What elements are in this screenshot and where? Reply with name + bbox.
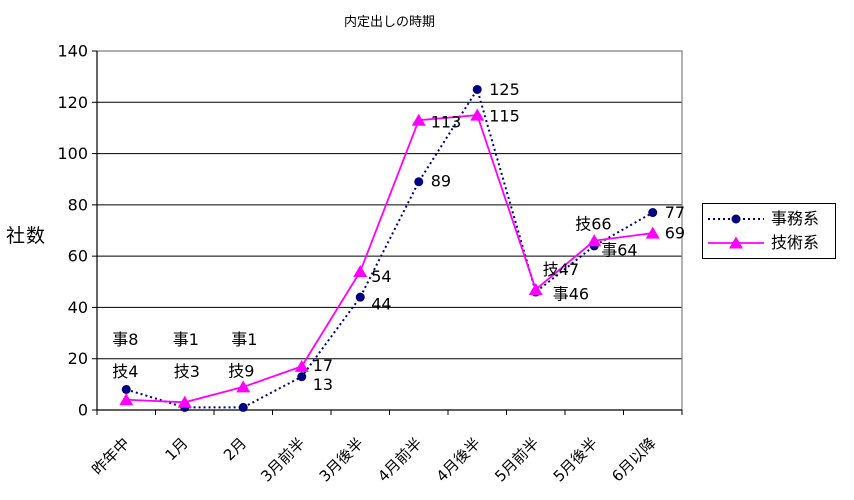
- point-label: 技66: [575, 214, 611, 233]
- point-label: 事46: [553, 285, 589, 304]
- x-tick-label: 3月後半: [316, 434, 367, 485]
- data-point-circle: [472, 84, 482, 94]
- point-label: 技9: [228, 361, 254, 380]
- series-line: [126, 114, 653, 404]
- y-tick-label: 40: [68, 298, 88, 317]
- y-axis-label: 社数: [6, 225, 47, 247]
- legend-item-jimukei: 事務系: [706, 209, 835, 229]
- x-tick-label: 3月前半: [257, 434, 308, 485]
- data-point-circle: [355, 292, 365, 302]
- point-label: 69: [665, 224, 685, 243]
- point-label: 54: [371, 267, 391, 286]
- point-label: 44: [371, 295, 391, 314]
- legend-label-jimukei: 事務系: [771, 208, 820, 228]
- legend-item-gijutsukei: 技術系: [706, 233, 835, 253]
- data-point-triangle: [177, 395, 192, 408]
- data-point-triangle: [119, 393, 134, 406]
- y-tick-label: 0: [78, 401, 88, 420]
- point-label: 技47: [543, 260, 579, 279]
- point-label: 事64: [601, 240, 637, 259]
- x-tick-label: 5月前半: [491, 434, 542, 485]
- data-point-triangle: [729, 236, 743, 249]
- data-point-circle: [238, 402, 248, 412]
- data-point-triangle: [294, 359, 309, 372]
- x-tick-label: 4月前半: [374, 434, 425, 485]
- x-tick-label: 2月: [220, 434, 250, 464]
- point-label: 技4: [112, 362, 138, 381]
- point-label: 技3: [174, 362, 200, 381]
- series-事務系: [121, 84, 658, 412]
- point-label: 13: [313, 375, 333, 394]
- data-point-triangle: [470, 108, 485, 121]
- data-point-triangle: [411, 113, 426, 126]
- data-point-circle: [648, 208, 658, 218]
- data-point-triangle: [528, 282, 543, 295]
- point-label: 17: [313, 356, 333, 375]
- data-point-triangle: [353, 265, 368, 278]
- point-label: 事1: [173, 330, 199, 349]
- x-tick-label: 6月以降: [608, 434, 659, 485]
- data-point-triangle: [236, 380, 251, 393]
- x-tick-label: 1月: [161, 434, 191, 464]
- point-label: 89: [431, 171, 451, 190]
- legend: 事務系 技術系: [702, 203, 836, 259]
- plot-border: [97, 50, 683, 410]
- x-tick-label: 昨年中: [89, 434, 134, 479]
- x-tick-label: 5月後半: [550, 434, 601, 485]
- point-label: 事8: [112, 330, 138, 349]
- series-技術系: [119, 108, 660, 408]
- y-tick-label: 140: [57, 42, 88, 61]
- data-point-circle: [414, 177, 424, 187]
- series-line: [125, 87, 654, 409]
- y-tick-label: 120: [57, 93, 88, 112]
- data-point-triangle: [587, 234, 602, 247]
- chart-title: 内定出しの時期: [343, 15, 435, 30]
- data-point-circle: [731, 214, 741, 224]
- y-tick-label: 20: [68, 349, 88, 368]
- data-point-circle: [297, 372, 307, 382]
- legend-label-gijutsukei: 技術系: [771, 233, 820, 253]
- x-tick-label: 4月後半: [433, 434, 484, 485]
- data-point-circle: [121, 384, 131, 394]
- point-label: 115: [489, 107, 520, 126]
- data-point-triangle: [645, 226, 660, 239]
- point-label: 125: [489, 80, 520, 99]
- point-label: 77: [665, 203, 685, 222]
- y-tick-label: 80: [68, 195, 88, 214]
- y-tick-label: 60: [68, 247, 88, 266]
- legend-solid-line-triangle-icon: [708, 236, 764, 249]
- y-tick-label: 100: [57, 144, 88, 163]
- legend-dotted-line-circle-icon: [708, 214, 764, 224]
- point-label: 113: [431, 113, 462, 132]
- point-label: 事1: [231, 330, 257, 349]
